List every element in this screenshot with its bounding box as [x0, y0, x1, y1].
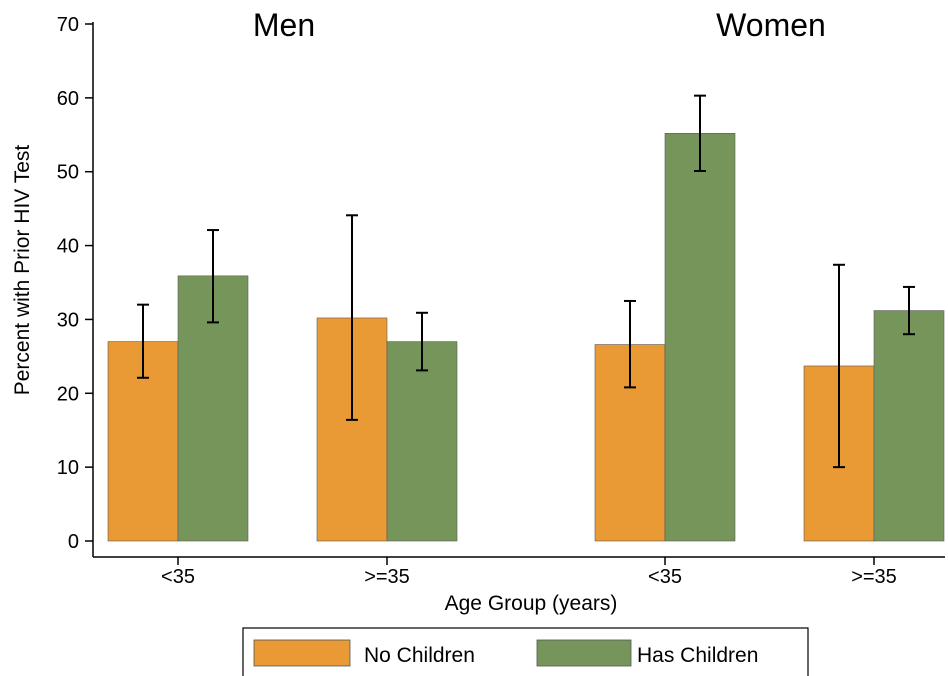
panel-titles-layer: Men Women [253, 7, 826, 43]
x-tick-label: >=35 [851, 566, 897, 588]
x-tick-label: <35 [648, 566, 682, 588]
panel-title: Women [716, 7, 826, 43]
x-ticks-layer: <35 >=35 <35 >=35 [161, 557, 897, 588]
bar-has-children [386, 341, 458, 542]
legend-swatch-no-children [253, 639, 351, 667]
y-tick-label: 0 [68, 531, 79, 553]
legend-label-no-children: No Children [364, 644, 475, 667]
y-tick-label: 20 [57, 383, 79, 405]
legend-label-has-children: Has Children [637, 644, 758, 667]
x-axis-title: Age Group (years) [445, 592, 618, 615]
bar-has-children [873, 310, 945, 542]
y-tick-label: 40 [57, 236, 79, 258]
bars-layer [107, 133, 945, 542]
y-tick-label: 10 [57, 457, 79, 479]
error-bars-layer [137, 94, 915, 469]
y-axis-title: Percent with Prior HIV Test [11, 145, 34, 396]
y-ticks-layer: 0 10 20 30 40 50 60 70 [57, 14, 93, 553]
x-tick-label: >=35 [364, 566, 410, 588]
legend: No Children Has Children [242, 627, 809, 676]
y-tick-label: 60 [57, 88, 79, 110]
y-tick-label: 70 [57, 14, 79, 36]
legend-swatch-has-children [536, 639, 632, 667]
x-tick-label: <35 [161, 566, 195, 588]
panel-title: Men [253, 7, 315, 43]
y-tick-label: 50 [57, 162, 79, 184]
y-tick-label: 30 [57, 309, 79, 331]
bar-has-children [664, 133, 736, 542]
